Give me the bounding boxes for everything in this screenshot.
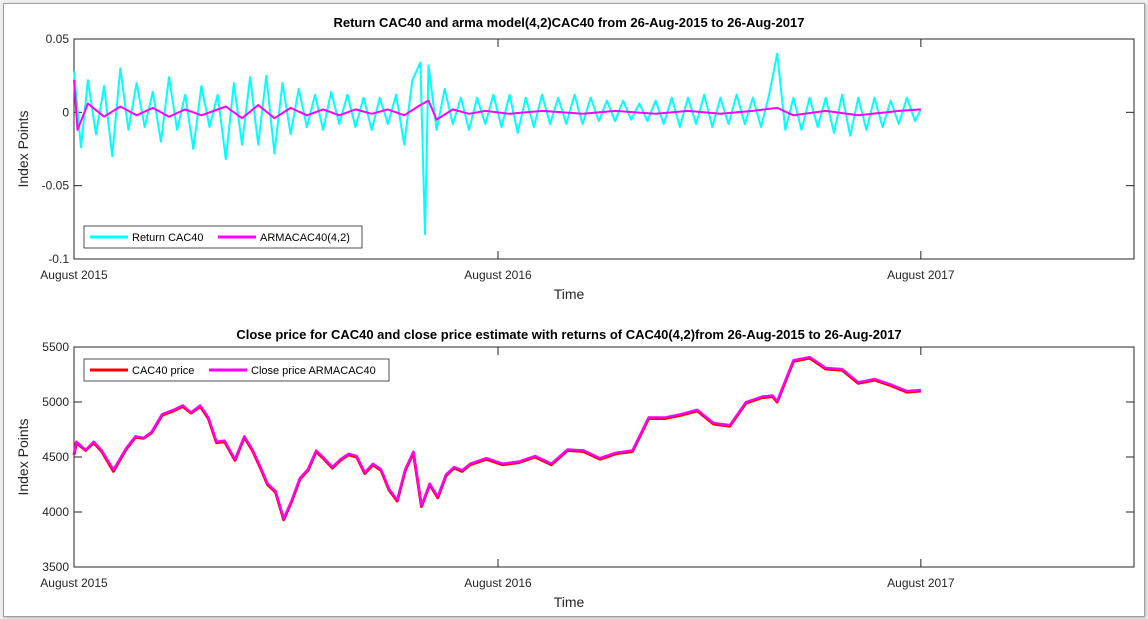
price-x-tick-label: August 2015	[40, 576, 108, 590]
returns-series-group	[73, 52, 922, 236]
returns-series-2-line	[73, 80, 921, 131]
returns-plot-area	[73, 38, 1135, 260]
price-series-2-line	[72, 355, 921, 520]
price-y-tick-label: 5000	[42, 395, 69, 409]
price-y-tick-label: 3500	[42, 560, 69, 574]
returns-y-tick-label: 0.05	[46, 32, 70, 46]
price-series-group	[72, 355, 921, 522]
price-legend-label-2: Close price ARMACAC40	[251, 365, 376, 377]
returns-chart-title: Return CAC40 and arma model(4,2)CAC40 fr…	[333, 15, 804, 30]
returns-x-tick-label: August 2017	[887, 268, 955, 282]
returns-subplot: Return CAC40 and arma model(4,2)CAC40 fr…	[15, 15, 1135, 302]
price-legend-label-1: CAC40 price	[132, 365, 194, 377]
returns-series-1-line	[73, 52, 922, 236]
returns-y-axis-label: Index Points	[15, 110, 31, 187]
price-y-axis-label: Index Points	[15, 418, 31, 495]
price-legend[interactable]: CAC40 price Close price ARMACAC40	[83, 358, 390, 382]
price-x-tick-label: August 2016	[464, 576, 532, 590]
price-axis-ticks: August 2015 August 2016 August 2017 5500 500…	[40, 340, 1134, 590]
returns-legend-label-1: Return CAC40	[132, 232, 204, 244]
returns-y-tick-label: -0.1	[48, 252, 69, 266]
price-chart-title: Close price for CAC40 and close price es…	[236, 327, 901, 342]
price-y-tick-label: 5500	[42, 340, 69, 354]
returns-axis-ticks: August 2015 August 2016 August 2017 0.05 0 -0…	[40, 32, 1134, 282]
returns-x-tick-label: August 2015	[40, 268, 108, 282]
returns-legend[interactable]: Return CAC40 ARMACAC40(4,2)	[83, 225, 363, 249]
returns-y-tick-label: -0.05	[42, 179, 70, 193]
returns-x-tick-label: August 2016	[464, 268, 532, 282]
returns-y-tick-label: 0	[62, 105, 69, 119]
price-x-axis-label: Time	[554, 594, 585, 610]
price-y-tick-label: 4500	[42, 450, 69, 464]
price-y-tick-label: 4000	[42, 505, 69, 519]
price-x-tick-label: August 2017	[887, 576, 955, 590]
price-subplot: Close price for CAC40 and close price es…	[15, 327, 1135, 610]
returns-legend-label-2: ARMACAC40(4,2)	[260, 232, 350, 244]
figure-window: Return CAC40 and arma model(4,2)CAC40 fr…	[3, 3, 1145, 617]
returns-x-axis-label: Time	[554, 286, 585, 302]
figure-canvas: Return CAC40 and arma model(4,2)CAC40 fr…	[15, 15, 1135, 610]
